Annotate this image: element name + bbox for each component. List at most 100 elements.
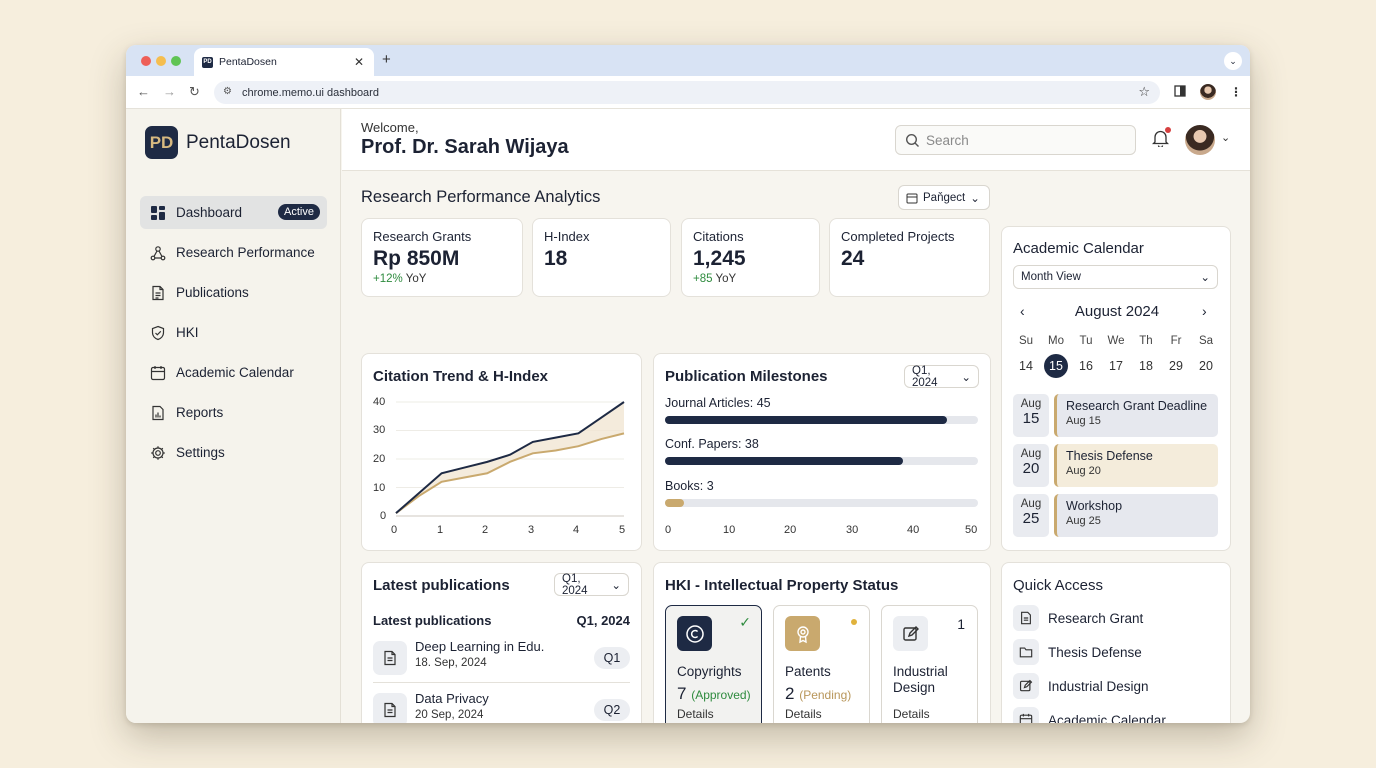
calendar-event[interactable]: Aug 20 Thesis Defense Aug 20 bbox=[1013, 444, 1218, 487]
sidebar-item-reports[interactable]: Reports bbox=[140, 396, 327, 429]
latest-filter-dropdown[interactable]: Q1, 2024 ⌄ bbox=[554, 573, 629, 597]
quick-access-thesis-defense[interactable]: Thesis Defense bbox=[1013, 639, 1142, 665]
sidebar-item-label: HKI bbox=[176, 325, 199, 340]
sidebar-item-label: Publications bbox=[176, 285, 249, 300]
analytics-filter-value: Paňgect bbox=[923, 191, 966, 204]
calendar-day[interactable]: 16 bbox=[1079, 359, 1093, 373]
window-maximize-button[interactable] bbox=[171, 56, 181, 66]
sidebar-item-label: Reports bbox=[176, 405, 224, 420]
hki-details-link[interactable]: Details bbox=[677, 707, 714, 721]
notification-button[interactable] bbox=[1151, 127, 1171, 152]
hki-card-industrial-design[interactable]: 1 Industrial Design Details bbox=[881, 605, 978, 723]
search-placeholder: Search bbox=[926, 132, 969, 148]
publication-row[interactable]: Deep Learning in Edu. 18. Sep, 2024 Q1 bbox=[373, 637, 630, 683]
calendar-day[interactable]: 20 bbox=[1199, 359, 1213, 373]
browser-profile-avatar[interactable] bbox=[1200, 84, 1216, 100]
milestones-filter-dropdown[interactable]: Q1, 2024 ⌄ bbox=[904, 365, 979, 389]
calendar-day[interactable]: 14 bbox=[1019, 359, 1033, 373]
quick-access-research-grant[interactable]: Research Grant bbox=[1013, 605, 1143, 631]
sidebar-item-academic-calendar[interactable]: Academic Calendar bbox=[140, 356, 327, 389]
day-of-week: Mo bbox=[1048, 335, 1064, 347]
hki-name: Industrial Design bbox=[893, 664, 948, 695]
sidebar-item-publications[interactable]: Publications bbox=[140, 276, 327, 309]
milestone-axis-label: 10 bbox=[723, 524, 736, 536]
chevron-left-icon[interactable]: ‹ bbox=[1020, 303, 1025, 319]
day-of-week: Th bbox=[1139, 335, 1153, 347]
award-icon bbox=[785, 616, 820, 651]
chevron-down-icon: ⌄ bbox=[961, 371, 971, 384]
kpi-label: Citations bbox=[693, 229, 744, 244]
chevron-down-icon: ⌄ bbox=[611, 579, 621, 592]
kpi-delta: +12% YoY bbox=[373, 273, 427, 285]
kpi-value: 24 bbox=[841, 247, 865, 270]
analytics-filter-dropdown[interactable]: Paňgect ⌄ bbox=[898, 185, 990, 210]
sidebar-item-label: Research Performance bbox=[176, 245, 315, 260]
tab-favicon: PD bbox=[202, 56, 213, 68]
quick-access-industrial-design[interactable]: Industrial Design bbox=[1013, 673, 1149, 699]
sidebar-item-dashboard[interactable]: Dashboard Active bbox=[140, 196, 327, 229]
milestone-axis-label: 0 bbox=[665, 524, 672, 536]
y-tick-label: 10 bbox=[373, 482, 386, 494]
chevron-right-icon[interactable]: › bbox=[1202, 303, 1207, 319]
series-area-fill bbox=[396, 402, 624, 514]
kpi-value: 1,245 bbox=[693, 247, 746, 270]
app-logo[interactable]: PD PentaDosen bbox=[145, 126, 291, 159]
check-icon: ✓ bbox=[739, 614, 751, 630]
calendar-day[interactable]: 29 bbox=[1169, 359, 1183, 373]
hki-details-link[interactable]: Details bbox=[785, 707, 822, 721]
calendar-day[interactable]: 18 bbox=[1139, 359, 1153, 373]
browser-tab[interactable]: PD PentaDosen ✕ bbox=[194, 48, 374, 76]
tab-close-icon[interactable]: ✕ bbox=[353, 55, 364, 69]
window-minimize-button[interactable] bbox=[156, 56, 166, 66]
tab-search-chevron-icon[interactable]: ⌄ bbox=[1224, 52, 1242, 70]
sidebar-item-research-performance[interactable]: Research Performance bbox=[140, 236, 327, 269]
tab-title: PentaDosen bbox=[219, 56, 277, 68]
hki-details-link[interactable]: Details bbox=[893, 707, 930, 721]
user-avatar[interactable] bbox=[1185, 125, 1215, 155]
x-tick-label: 3 bbox=[528, 524, 535, 536]
calendar-event[interactable]: Aug 25 Workshop Aug 25 bbox=[1013, 494, 1218, 537]
sidebar-item-settings[interactable]: Settings bbox=[140, 436, 327, 469]
gear-icon bbox=[151, 445, 165, 460]
citation-chart-card: Citation Trend & H-Index 40 30 20 10 0 0… bbox=[361, 353, 642, 551]
sidebar-item-label: Academic Calendar bbox=[176, 365, 294, 380]
quick-access-label: Research Grant bbox=[1048, 610, 1144, 626]
forward-arrow-icon[interactable]: → bbox=[163, 84, 176, 99]
calendar-view-value: Month View bbox=[1021, 271, 1081, 283]
publication-row[interactable]: Data Privacy 20 Sep, 2024 Q2 bbox=[373, 689, 630, 723]
chevron-down-icon: ⌄ bbox=[970, 192, 980, 205]
kpi-citations: Citations 1,245 +85 YoY bbox=[681, 218, 820, 297]
quick-access-label: Thesis Defense bbox=[1048, 644, 1142, 660]
window-close-button[interactable] bbox=[141, 56, 151, 66]
event-body: Workshop Aug 25 bbox=[1054, 494, 1218, 537]
publication-title: Deep Learning in Edu. bbox=[415, 639, 545, 654]
calendar-event[interactable]: Aug 15 Research Grant Deadline Aug 15 bbox=[1013, 394, 1218, 437]
sidebar-menu: Dashboard Active Research Performance Pu… bbox=[140, 196, 327, 476]
hki-card-copyrights[interactable]: ✓ Copyrights 7 (Approved) Details bbox=[665, 605, 762, 723]
reload-icon[interactable]: ↻ bbox=[189, 84, 200, 99]
quick-access-academic-calendar[interactable]: Academic Calendar bbox=[1013, 707, 1166, 723]
back-arrow-icon[interactable]: ← bbox=[137, 84, 150, 99]
side-panel-icon[interactable] bbox=[1174, 85, 1186, 100]
milestone-axis-label: 50 bbox=[965, 524, 978, 536]
url-field[interactable]: ⚙ chrome.memo.ui dashboard ☆ bbox=[214, 81, 1160, 104]
calendar-day-selected[interactable]: 15 bbox=[1044, 354, 1068, 378]
kpi-value: Rp 850M bbox=[373, 247, 460, 270]
quick-access-label: Academic Calendar bbox=[1048, 712, 1166, 724]
site-settings-icon[interactable]: ⚙ bbox=[223, 86, 232, 97]
app-name: PentaDosen bbox=[186, 131, 291, 153]
hki-card-patents[interactable]: Patents 2 (Pending) Details bbox=[773, 605, 870, 723]
bookmark-star-icon[interactable]: ☆ bbox=[1138, 84, 1150, 99]
milestone-label: Conf. Papers: 38 bbox=[665, 437, 759, 451]
chevron-down-icon[interactable]: ⌄ bbox=[1221, 132, 1231, 144]
calendar-day[interactable]: 17 bbox=[1109, 359, 1123, 373]
sidebar-item-hki[interactable]: HKI bbox=[140, 316, 327, 349]
milestone-bar-fill bbox=[665, 499, 684, 507]
new-tab-icon[interactable]: + bbox=[382, 51, 391, 68]
event-date: Aug 20 bbox=[1013, 444, 1049, 487]
quick-access-title: Quick Access bbox=[1013, 577, 1104, 594]
x-tick-label: 4 bbox=[573, 524, 580, 536]
browser-menu-icon[interactable]: ⋮ bbox=[1230, 85, 1242, 99]
calendar-view-dropdown[interactable]: Month View ⌄ bbox=[1013, 265, 1218, 289]
search-input[interactable]: Search bbox=[895, 125, 1136, 155]
